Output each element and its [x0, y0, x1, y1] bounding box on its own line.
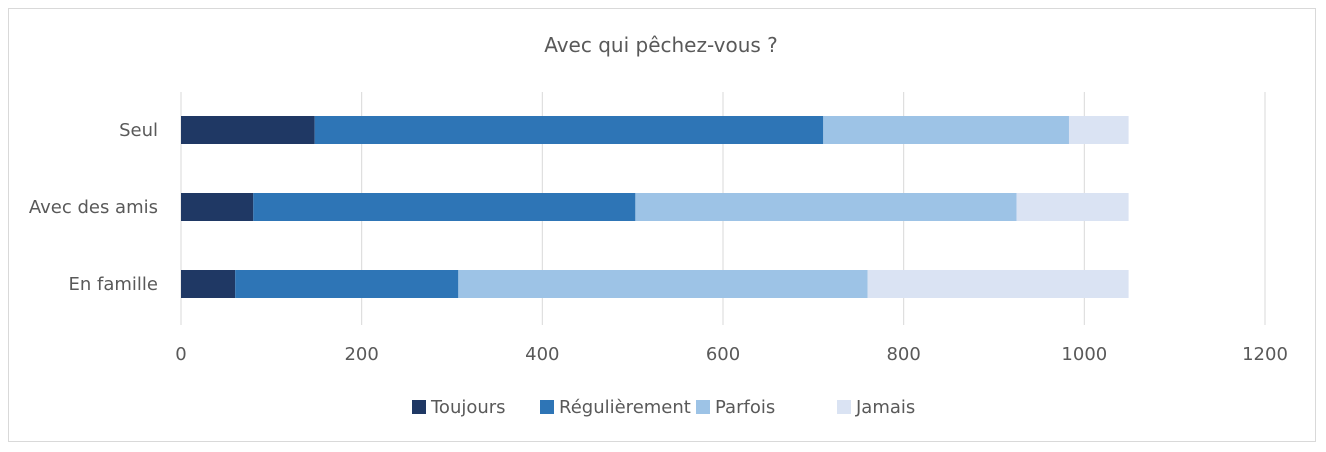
legend-label: Régulièrement [559, 397, 691, 418]
legend-swatch [837, 400, 851, 414]
bars [181, 116, 1129, 298]
legend-label: Parfois [715, 397, 775, 418]
legend-label: Toujours [430, 397, 506, 418]
legend-swatch [412, 400, 426, 414]
bar-segment [314, 116, 824, 144]
legend-swatch [540, 400, 554, 414]
bar-segment [181, 116, 315, 144]
category-label: En famille [69, 274, 158, 295]
bar-segment [253, 193, 636, 221]
bar-segment [235, 270, 459, 298]
bar-segment [635, 193, 1017, 221]
x-tick-label: 1000 [1061, 344, 1107, 365]
x-tick-label: 800 [886, 344, 920, 365]
bar-segment [1016, 193, 1129, 221]
bar-segment [458, 270, 868, 298]
category-label: Avec des amis [29, 197, 158, 218]
x-tick-label: 1200 [1242, 344, 1288, 365]
category-labels: Seul Avec des amis En famille [29, 120, 158, 295]
x-tick-label: 0 [175, 344, 186, 365]
chart-title: Avec qui pêchez-vous ? [544, 33, 778, 57]
x-tick-label: 600 [706, 344, 740, 365]
bar-segment [823, 116, 1069, 144]
legend: Toujours Régulièrement Parfois Jamais [412, 397, 915, 418]
x-tick-label: 400 [525, 344, 559, 365]
bar-segment [1068, 116, 1129, 144]
legend-label: Jamais [855, 397, 915, 418]
x-tick-label: 200 [344, 344, 378, 365]
bar-segment [867, 270, 1129, 298]
bar-segment [181, 193, 254, 221]
chart-frame [8, 8, 1316, 442]
legend-swatch [696, 400, 710, 414]
category-label: Seul [119, 120, 158, 141]
x-tick-labels: 0 200 400 600 800 1000 1200 [175, 344, 1288, 365]
bar-segment [181, 270, 236, 298]
